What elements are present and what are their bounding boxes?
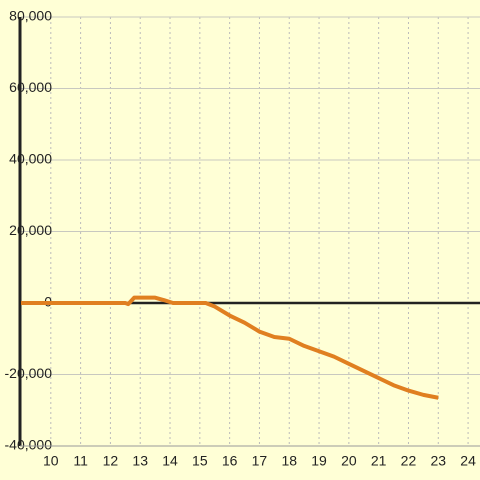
y-tick-label: 80,000 [9,8,52,24]
x-tick-label: 12 [103,453,119,469]
y-tick-label: -40,000 [5,437,53,453]
x-tick-label: 17 [252,453,268,469]
x-tick-label: 18 [281,453,297,469]
x-tick-label: 19 [311,453,327,469]
x-tick-label: 13 [132,453,148,469]
x-tick-label: 22 [401,453,417,469]
x-tick-label: 16 [222,453,238,469]
series-line [21,295,439,400]
y-tick-label: 60,000 [9,79,52,95]
x-tick-label: 10 [43,453,59,469]
x-tick-label: 11 [73,453,88,469]
y-tick-label: -20,000 [5,365,53,381]
x-tick-label: 14 [162,453,178,469]
x-tick-label: 20 [341,453,357,469]
x-tick-label: 24 [460,453,476,469]
y-tick-label: 20,000 [9,222,52,238]
x-tick-label: 21 [371,453,387,469]
x-tick-label: 15 [192,453,208,469]
x-tick-label: 23 [430,453,446,469]
y-tick-label: 40,000 [9,151,52,167]
